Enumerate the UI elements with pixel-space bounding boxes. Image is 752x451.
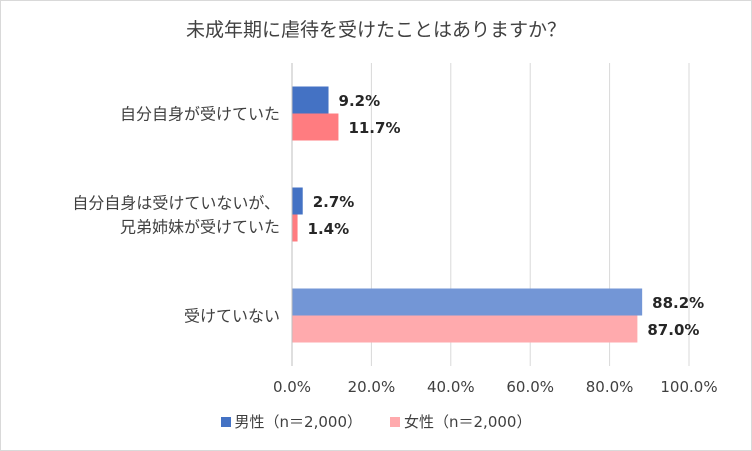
x-tick-label: 40.0% xyxy=(427,378,475,396)
category-label: 自分自身が受けていた xyxy=(120,105,280,124)
bar-male xyxy=(292,86,329,114)
x-tick-label: 0.0% xyxy=(273,378,311,396)
data-label: 11.7% xyxy=(348,119,400,137)
x-tick-label: 60.0% xyxy=(506,378,554,396)
data-label: 88.2% xyxy=(652,294,704,312)
x-tick-label: 100.0% xyxy=(660,378,717,396)
data-label: 87.0% xyxy=(647,321,699,339)
legend-swatch-male xyxy=(220,416,231,427)
category-label: 受けていない xyxy=(184,307,280,326)
bar-female xyxy=(292,315,638,343)
plot-area: 0.0% 20.0% 40.0% 60.0% 80.0% 100.0% 9.2% 11.7% 自… xyxy=(72,63,718,396)
data-label: 2.7% xyxy=(313,193,355,211)
bar-female xyxy=(292,113,339,141)
chart-title: 未成年期に虐待を受けたことはありますか？ xyxy=(185,19,566,41)
legend-label-male: 男性（n＝2,000） xyxy=(234,413,362,431)
x-tick-label: 80.0% xyxy=(586,378,634,396)
legend-item-male: 男性（n＝2,000） xyxy=(220,411,362,432)
data-label: 1.4% xyxy=(308,220,350,238)
x-tick-label: 20.0% xyxy=(348,378,396,396)
legend-item-female: 女性（n＝2,000） xyxy=(390,411,531,432)
bar-female xyxy=(292,214,298,242)
bar-male xyxy=(292,288,643,316)
bar-male xyxy=(292,187,303,215)
legend-swatch-female xyxy=(390,416,400,427)
legend-label-female: 女性（n＝2,000） xyxy=(404,413,532,431)
category-label: 自分自身は受けていないが、 xyxy=(72,194,280,213)
data-label: 9.2% xyxy=(339,92,381,110)
legend: 男性（n＝2,000） 女性（n＝2,000） xyxy=(1,411,751,432)
category-label: 兄弟姉妹が受けていた xyxy=(120,218,280,237)
